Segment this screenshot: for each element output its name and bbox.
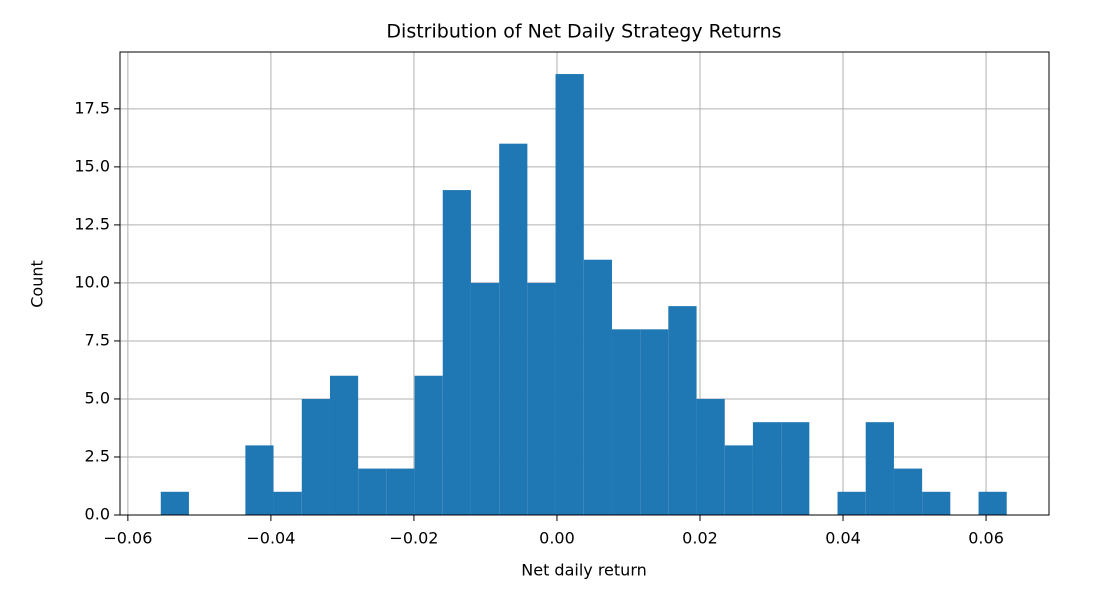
bar — [470, 282, 500, 515]
y-tick-label: 0.0 — [85, 505, 110, 524]
bar — [555, 74, 584, 516]
plot-frame — [119, 51, 1050, 516]
bar — [499, 143, 528, 515]
x-tick-label: 0.00 — [539, 529, 575, 548]
y-tick-label: 12.5 — [74, 214, 110, 233]
bar — [837, 491, 866, 515]
x-tick-label: −0.06 — [103, 529, 152, 548]
y-axis-label: Count — [28, 260, 47, 308]
y-tick-label: 10.0 — [74, 272, 110, 291]
x-tick-label: 0.04 — [825, 529, 861, 548]
y-tick-label: 2.5 — [85, 446, 110, 465]
bar — [922, 491, 951, 515]
x-tick-label: 0.06 — [968, 529, 1004, 548]
y-tick-label: 7.5 — [85, 330, 110, 349]
chart-title: Distribution of Net Daily Strategy Retur… — [386, 21, 781, 43]
bar — [245, 445, 274, 515]
bar — [442, 190, 471, 516]
bar — [668, 306, 697, 515]
bar — [273, 491, 302, 515]
x-axis-label: Net daily return — [521, 561, 647, 580]
y-tick-label: 5.0 — [85, 388, 110, 407]
bar — [893, 468, 923, 515]
bar — [865, 422, 894, 515]
y-tick-label: 15.0 — [74, 156, 110, 175]
bar — [358, 468, 387, 515]
x-tick-label: 0.02 — [682, 529, 718, 548]
bar — [978, 491, 1007, 515]
bar — [696, 398, 725, 515]
bar — [781, 422, 810, 515]
bar — [386, 468, 415, 515]
x-tick-label: −0.04 — [246, 529, 295, 548]
bar — [414, 375, 443, 515]
y-tick-label: 17.5 — [74, 98, 110, 117]
x-tick-label: −0.02 — [389, 529, 438, 548]
bar — [640, 329, 669, 515]
bar — [301, 398, 330, 515]
bar — [611, 329, 641, 515]
bar — [160, 491, 189, 515]
bar — [752, 422, 782, 515]
bar — [329, 375, 359, 515]
bar — [527, 282, 556, 515]
bar — [583, 259, 612, 515]
bar — [724, 445, 753, 515]
